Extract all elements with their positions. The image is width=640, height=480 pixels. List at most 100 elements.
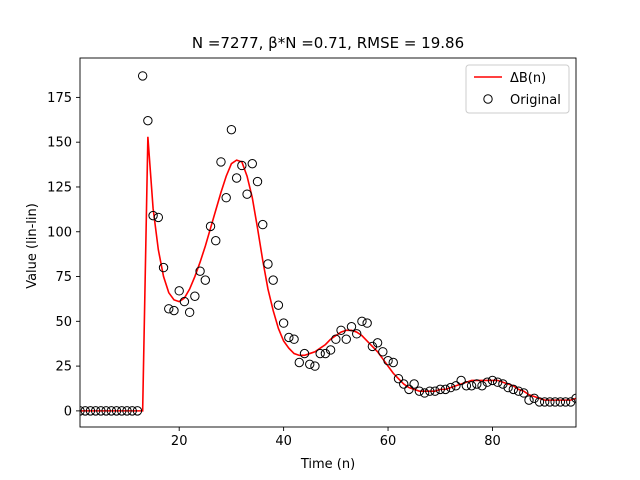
- x-tick-label: 40: [275, 434, 292, 449]
- scatter-point: [310, 361, 320, 371]
- scatter-point: [440, 384, 451, 395]
- scatter-point: [388, 357, 398, 368]
- scatter-point: [472, 379, 482, 389]
- scatter-point: [445, 382, 456, 393]
- scatter-point: [362, 318, 372, 328]
- scatter-point: [148, 210, 158, 221]
- scatter-point: [545, 397, 555, 407]
- scatter-point: [247, 158, 257, 169]
- plot-area: [79, 57, 577, 428]
- scatter-point: [101, 406, 111, 416]
- scatter-point: [284, 332, 294, 343]
- scatter-point: [325, 345, 336, 355]
- legend: ΔB(n) Original: [465, 64, 570, 114]
- scatter-point: [216, 157, 226, 167]
- y-tick-label: 25: [55, 360, 72, 375]
- scatter-point: [122, 406, 132, 416]
- scatter-point: [383, 356, 393, 366]
- scatter-point: [466, 381, 477, 391]
- scatter-point: [263, 259, 273, 269]
- scatter-point: [320, 348, 331, 359]
- scatter-point: [419, 388, 430, 398]
- series-original-markers: [80, 71, 576, 416]
- scatter-point: [268, 275, 278, 285]
- legend-entry-delta-b: ΔB(n): [510, 71, 546, 86]
- scatter-point: [519, 388, 529, 398]
- y-axis-label: Value (lin-lin): [25, 203, 40, 289]
- scatter-point: [566, 397, 576, 407]
- scatter-point: [372, 338, 383, 348]
- x-tick-label: 80: [484, 434, 501, 449]
- scatter-point: [242, 189, 252, 199]
- scatter-point: [555, 397, 566, 407]
- scatter-point: [336, 325, 346, 335]
- scatter-point: [153, 212, 164, 223]
- scatter-point: [289, 334, 299, 344]
- x-tick-label: 60: [380, 434, 397, 449]
- x-axis: 20 40 60 80: [171, 427, 501, 449]
- scatter-point: [367, 341, 378, 352]
- x-tick-label: 20: [171, 434, 188, 449]
- scatter-point: [508, 384, 519, 395]
- scatter-point: [132, 406, 143, 416]
- scatter-point: [205, 221, 216, 232]
- scatter-point: [346, 321, 357, 332]
- y-tick-label: 50: [55, 315, 72, 330]
- y-tick-label: 150: [47, 136, 72, 151]
- scatter-point: [278, 318, 289, 328]
- scatter-point: [299, 348, 310, 359]
- scatter-point: [315, 348, 325, 359]
- scatter-point: [539, 397, 550, 407]
- scatter-point: [252, 176, 263, 187]
- scatter-point: [492, 377, 503, 387]
- chart-title: N =7277, β*N =0.71, RMSE = 19.86: [192, 34, 464, 52]
- scatter-point: [294, 357, 304, 368]
- scatter-point: [357, 316, 367, 327]
- scatter-point: [231, 173, 242, 183]
- scatter-point: [90, 406, 101, 416]
- legend-marker-swatch: [483, 94, 493, 104]
- scatter-point: [195, 266, 205, 276]
- scatter-point: [550, 397, 560, 407]
- scatter-point: [451, 381, 461, 391]
- y-tick-label: 100: [47, 225, 72, 240]
- scatter-point: [560, 397, 571, 407]
- scatter-point: [164, 304, 174, 314]
- scatter-point: [524, 395, 534, 405]
- scatter-point: [477, 381, 487, 391]
- x-axis-label: Time (n): [300, 457, 355, 472]
- scatter-point: [174, 286, 184, 296]
- plot-frame: [79, 57, 577, 428]
- scatter-point: [430, 386, 440, 396]
- scatter-point: [414, 386, 425, 396]
- scatter-point: [127, 406, 137, 416]
- scatter-point: [258, 219, 268, 230]
- scatter-point: [117, 406, 127, 416]
- scatter-point: [179, 296, 190, 307]
- legend-entry-original: Original: [510, 93, 561, 108]
- scatter-point: [409, 379, 419, 389]
- scatter-point: [106, 406, 117, 416]
- scatter-point: [305, 359, 315, 370]
- y-axis: 0 25 50 75 100 125 150 175: [47, 91, 80, 419]
- scatter-point: [190, 291, 200, 301]
- series-line-delta-b: [80, 136, 576, 412]
- scatter-point: [513, 386, 524, 396]
- scatter-point: [534, 397, 545, 407]
- scatter-point: [221, 193, 231, 203]
- scatter-point: [399, 379, 409, 389]
- scatter-point: [169, 305, 179, 316]
- scatter-point: [456, 375, 466, 386]
- y-tick-label: 75: [55, 270, 72, 285]
- scatter-point: [341, 334, 351, 344]
- scatter-point: [331, 334, 341, 344]
- scatter-point: [111, 406, 122, 416]
- scatter-point: [352, 329, 362, 339]
- y-tick-label: 0: [64, 404, 72, 419]
- scatter-point: [80, 406, 90, 416]
- scatter-point: [158, 262, 169, 273]
- scatter-point: [461, 381, 472, 391]
- scatter-point: [487, 375, 498, 386]
- scatter-point: [404, 384, 414, 395]
